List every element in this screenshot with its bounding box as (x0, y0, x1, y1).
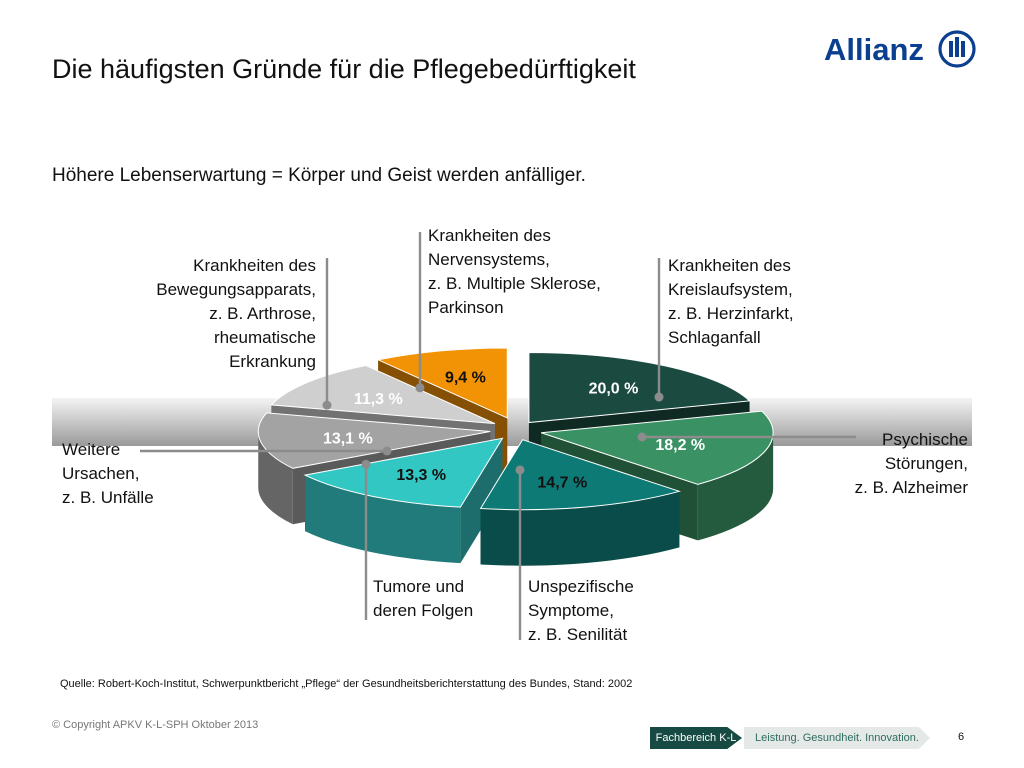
slide-subtitle: Höhere Lebenserwartung = Körper und Geis… (52, 165, 586, 186)
label-line: Schlaganfall (668, 328, 761, 347)
pie-slice-psych (540, 410, 774, 485)
pie-slice-unspez (479, 439, 682, 511)
label-line: Nervensystems, (428, 250, 550, 269)
percent-labels: 20,0 % 18,2 % 14,7 % 13,3 % 13,1 % 11,3 % 9,4 … (323, 369, 705, 491)
label-line: Krankheiten des (428, 226, 551, 245)
label-line: Unspezifische (528, 577, 634, 596)
leader-dot-unspez (515, 465, 525, 475)
pie-slice-side-weitere (258, 431, 293, 525)
label-line: Psychische (882, 430, 968, 449)
footer-department: Fachbereich K-L (650, 727, 742, 749)
footer-slogan: Leistung. Gesundheit. Innovation. (744, 727, 930, 749)
label-line: deren Folgen (373, 601, 474, 620)
leader-lines (140, 232, 856, 640)
footer-bar: Fachbereich K-L Leistung. Gesundheit. In… (650, 727, 932, 749)
leader-dot-psych (637, 432, 647, 442)
label-line: Krankheiten des (193, 256, 316, 275)
pie-slice-value-label: 13,1 % (323, 431, 373, 448)
label-line: Parkinson (428, 298, 504, 317)
slide-title: Die häufigsten Gründe für die Pflegebedü… (52, 54, 636, 84)
label-line: z. B. Herzinfarkt, (668, 304, 794, 323)
label-line: z. B. Multiple Sklerose, (428, 274, 601, 293)
pie-slice-weitere (257, 412, 491, 469)
label-line: z. B. Alzheimer (854, 478, 968, 497)
label-line: z. B. Unfälle (62, 488, 154, 507)
label-line: rheumatische (213, 328, 316, 347)
label-bewegungsapparat: Krankheiten des Bewegungsapparats, z. B. A… (96, 254, 316, 374)
pie-slice-value-label: 9,4 % (445, 369, 486, 386)
allianz-eagle-icon (938, 30, 976, 68)
leader-dot-weitere (382, 446, 392, 456)
label-line: Tumore und (373, 577, 465, 596)
pie-slice-value-label: 13,3 % (396, 467, 446, 484)
leader-dot-tumor (361, 459, 371, 469)
label-line: Störungen, (884, 454, 968, 473)
pie-slice-value-label: 18,2 % (655, 437, 705, 454)
label-line: Erkrankung (229, 352, 316, 371)
leader-dot-bewegung (322, 400, 332, 410)
page-number: 6 (958, 731, 965, 743)
copyright: © Copyright APKV K-L-SPH Oktober 2013 (52, 719, 259, 731)
label-kreislaufsystem: Krankheiten des Kreislaufsystem, z. B. Her… (668, 254, 794, 350)
allianz-logo-text: Allianz (824, 32, 924, 67)
pie-slice-side-psych (697, 432, 774, 541)
label-line: Ursachen, (62, 464, 140, 483)
label-line: Krankheiten des (668, 256, 791, 275)
source-note: Quelle: Robert-Koch-Institut, Schwerpunk… (60, 678, 633, 690)
label-line: Symptome, (528, 601, 614, 620)
label-line: z. B. Senilität (528, 625, 628, 644)
pie-slice-value-label: 11,3 % (354, 391, 403, 408)
label-line: Bewegungsapparats, (156, 280, 316, 299)
label-nervensystem: Krankheiten des Nervensystems, z. B. Multi… (428, 224, 601, 320)
pie-slice-nerven (376, 347, 508, 419)
pie-slice-herz (528, 352, 751, 424)
label-tumore: Tumore und deren Folgen (373, 575, 473, 623)
pie-slice-value-label: 20,0 % (589, 380, 639, 397)
label-line: Weitere (62, 440, 121, 459)
pie-slice-side-tumor (305, 475, 461, 564)
label-line: Kreislaufsystem, (668, 280, 793, 299)
pie-slice-tumor (303, 437, 504, 508)
leader-dot-herz (654, 392, 664, 402)
label-unspezifische-symptome: Unspezifische Symptome, z. B. Senilität (528, 575, 634, 647)
allianz-logo: Allianz (824, 30, 976, 68)
pie-slice-value-label: 14,7 % (537, 474, 587, 491)
label-weitere-ursachen: Weitere Ursachen, z. B. Unfälle (62, 438, 154, 510)
label-psychische-stoerungen: Psychische Störungen, z. B. Alzheimer (790, 428, 968, 500)
leader-dot-nerven (415, 383, 425, 393)
label-line: z. B. Arthrose, (209, 304, 316, 323)
